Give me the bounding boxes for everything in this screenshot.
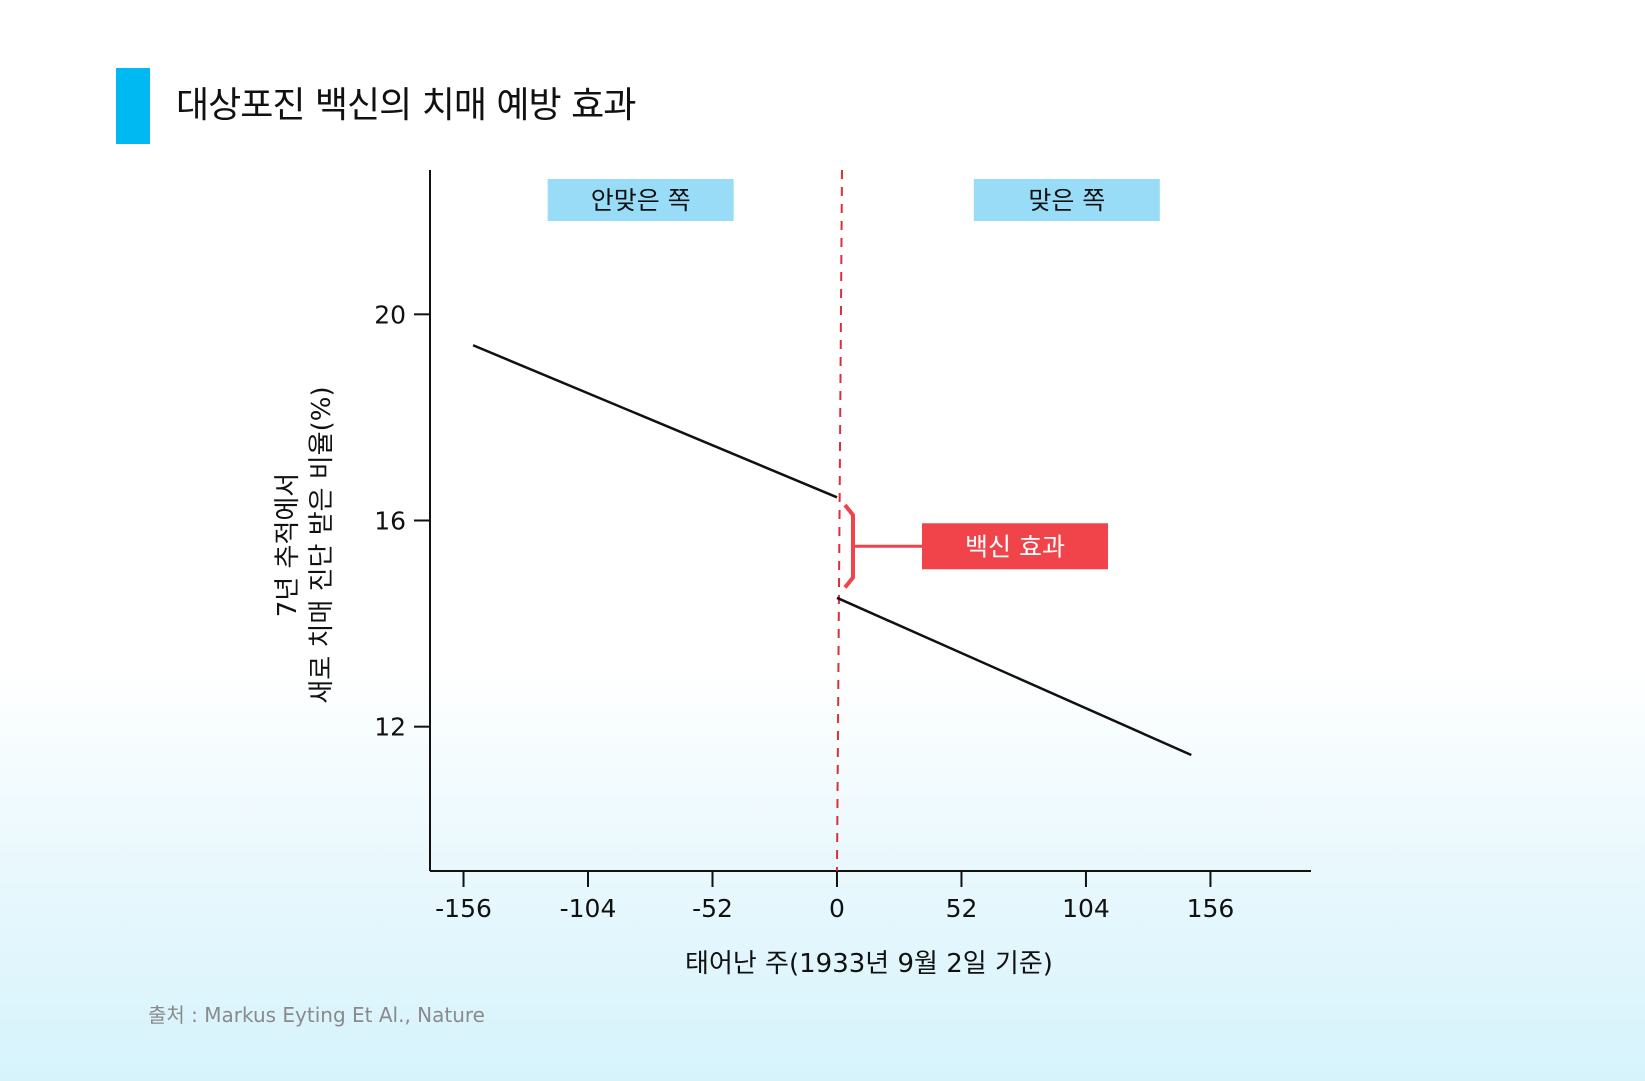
region-label-text: 안맞은 쪽 [591,186,691,215]
chart-title: 대상포진 백신의 치매 예방 효과 [176,85,636,126]
x-tick-label: 104 [1062,894,1110,923]
source-note: 출처 : Markus Eyting Et Al., Nature [148,1003,485,1027]
region-label-box [547,179,734,221]
y-axis-label-line-1: 7년 추적에서 [273,473,303,617]
region-label-unvaccinated: 안맞은 쪽 [547,179,734,221]
region-label-vaccinated: 맞은 쪽 [973,179,1160,221]
effect-label-text: 백신 효과 [965,532,1065,561]
region-label-text: 맞은 쪽 [1028,186,1105,215]
region-label-box [973,179,1160,221]
y-tick-label: 20 [374,300,406,329]
x-tick-label: 52 [946,894,978,923]
y-axis-label: 7년 추적에서 새로 치매 진단 받은 비율(%) [273,386,337,703]
series-line-2 [836,596,1192,757]
series-line-1 [472,344,838,499]
x-tick-label: 156 [1187,894,1235,923]
x-tick-label: -104 [560,894,617,923]
title-accent-bar [116,68,150,144]
effect-bracket [843,503,855,589]
x-tick-label: -156 [435,894,492,923]
x-tick-label: 0 [829,894,845,923]
y-axis-label-line-2: 새로 치매 진단 받은 비율(%) [307,386,337,703]
x-axis-label: 태어난 주(1933년 9월 2일 기준) [685,949,1053,979]
cutoff-dashed-line [835,169,843,872]
x-tick-label: -52 [692,894,733,923]
effect-label-box [922,523,1108,570]
y-tick-label: 16 [374,507,406,536]
y-tick-label: 12 [374,713,406,742]
